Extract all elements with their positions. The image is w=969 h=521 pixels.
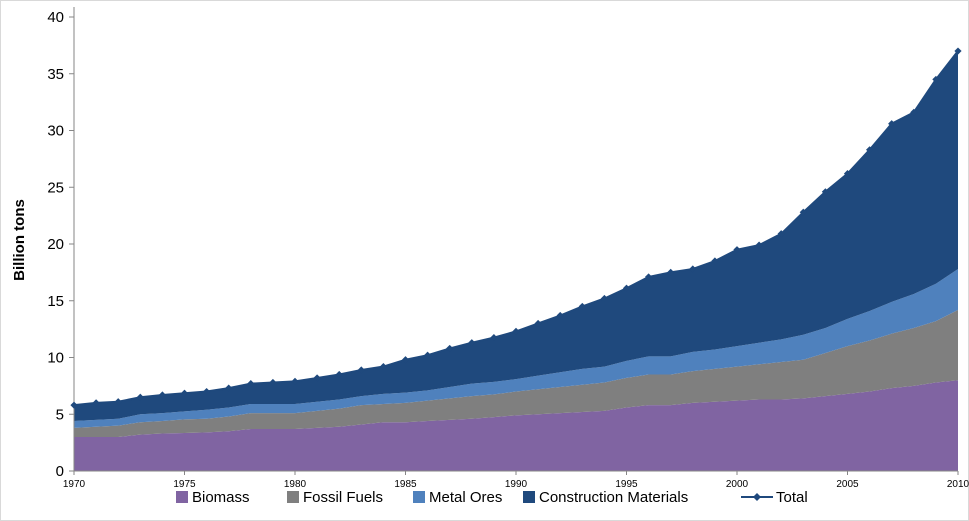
total-point: [512, 327, 520, 335]
total-point: [556, 311, 564, 320]
y-tick-label: 15: [47, 293, 64, 310]
total-point: [843, 170, 852, 178]
total-point: [158, 391, 166, 399]
total-point: [468, 339, 476, 347]
total-point: [667, 268, 675, 276]
total-point: [357, 366, 365, 374]
area-construction-materials: [74, 51, 958, 422]
legend: Biomass Fossil Fuels Metal Ores Constructio…: [176, 489, 808, 506]
total-point: [777, 230, 785, 238]
total-point: [180, 389, 189, 397]
legend-label-total: Total: [776, 489, 808, 506]
total-point: [910, 108, 918, 116]
x-tick-label: 2010: [947, 479, 969, 490]
total-line-layer: [70, 47, 962, 409]
total-point: [534, 319, 542, 328]
legend-swatch-fossil-fuels: [287, 491, 299, 503]
legend-label-construction-materials: Construction Materials: [539, 489, 688, 506]
axes: 0 5 10 15 20 25 30 35 40 1970 1975 1980 1985 1990 1995…: [47, 7, 969, 490]
legend-swatch-biomass: [176, 491, 188, 503]
total-point: [622, 284, 631, 292]
total-point: [866, 146, 874, 154]
x-tick-label: 1995: [615, 479, 638, 490]
total-point: [424, 351, 432, 359]
total-point: [821, 188, 829, 196]
y-tick-label: 35: [47, 66, 64, 83]
x-tick-label: 1985: [394, 479, 417, 490]
legend-label-fossil-fuels: Fossil Fuels: [303, 489, 383, 506]
x-tick-label: 1970: [63, 479, 86, 490]
total-point: [92, 399, 100, 407]
total-point: [114, 398, 122, 406]
legend-marker-total: [753, 493, 761, 501]
total-point: [379, 362, 387, 371]
total-point: [335, 370, 343, 379]
total-point: [578, 302, 586, 311]
total-point: [645, 273, 653, 281]
legend-label-metal-ores: Metal Ores: [429, 489, 502, 506]
x-tick-label: 1980: [284, 479, 307, 490]
total-point: [490, 334, 498, 342]
total-point: [203, 387, 211, 396]
area-metal-ores: [74, 268, 958, 428]
total-point: [136, 393, 144, 401]
legend-swatch-metal-ores: [413, 491, 425, 503]
y-tick-label: 30: [47, 123, 64, 140]
y-tick-label: 20: [47, 236, 64, 253]
x-tick-label: 1990: [505, 479, 528, 490]
area-fossil-fuels: [74, 309, 958, 437]
total-point: [269, 378, 277, 387]
total-point: [711, 257, 719, 265]
total-point: [313, 374, 321, 382]
x-tick-label: 1975: [173, 479, 196, 490]
legend-swatch-construction-materials: [523, 491, 535, 503]
total-point: [401, 356, 410, 364]
total-point: [799, 208, 807, 216]
area-biomass: [74, 380, 958, 471]
y-axis-label: Billion tons: [11, 199, 28, 281]
total-point: [446, 344, 454, 353]
total-point: [689, 265, 697, 273]
area-layers: [74, 51, 958, 471]
total-point: [888, 120, 896, 128]
y-tick-label: 40: [47, 9, 64, 26]
total-point: [755, 241, 763, 249]
legend-label-biomass: Biomass: [192, 489, 250, 506]
total-point: [733, 246, 741, 254]
total-point: [225, 384, 233, 392]
x-tick-label: 2000: [726, 479, 749, 490]
total-point: [954, 47, 962, 55]
total-point: [291, 377, 299, 385]
x-tick-label: 2005: [836, 479, 859, 490]
y-tick-label: 10: [47, 350, 64, 367]
y-tick-label: 0: [56, 463, 64, 480]
total-point: [932, 75, 940, 84]
total-point: [70, 401, 78, 409]
y-tick-label: 25: [47, 179, 64, 196]
total-point: [247, 380, 255, 388]
total-point: [600, 294, 608, 303]
y-tick-label: 5: [56, 406, 64, 423]
